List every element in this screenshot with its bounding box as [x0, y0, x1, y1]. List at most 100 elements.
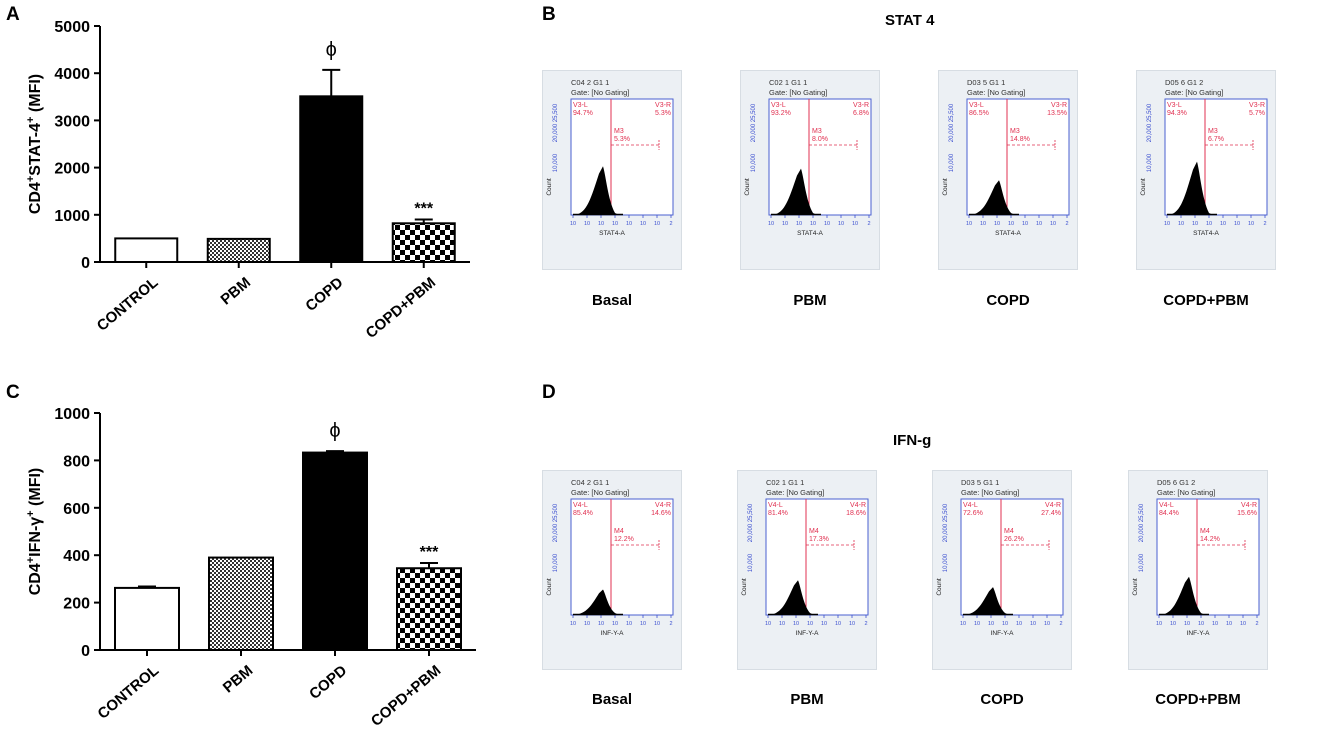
ifn-2-y-count-label: Count [936, 578, 943, 596]
a-y-tick-label: 0 [81, 255, 90, 272]
stat4-1-x-axis-label: STAT4-A [797, 230, 823, 237]
ifn-1-x-tick-label: 10 [765, 621, 771, 627]
stat4-3-marker-right: V3-R [1249, 102, 1265, 109]
stat4-1-x-tick-label: 2 [867, 221, 870, 227]
ifn-3-right-percent: 15.6% [1237, 510, 1257, 517]
stat4-3-plot-frame [1164, 98, 1268, 216]
stat4-3-right-percent: 5.7% [1249, 110, 1265, 117]
stat4-3-x-tick-label: 10 [1234, 221, 1240, 227]
ifn-2-x-tick-label: 2 [1059, 621, 1062, 627]
a-bar [391, 222, 456, 264]
ifn-histogram-copd: D03 5 G1 1 Gate: [No Gating] 20,000 25,500… [932, 470, 1072, 670]
ifn-3-header: D05 6 G1 2 [1157, 478, 1195, 487]
ifn-label-basal: Basal [591, 691, 633, 708]
stat4-3-gate-label: Gate: [No Gating] [1165, 88, 1223, 97]
stat4-2-x-tick-label: 10 [994, 221, 1000, 227]
stat4-histogram-copd: D03 5 G1 1 Gate: [No Gating] 20,000 25,500… [938, 70, 1078, 270]
ifn-2-histogram-peak [965, 587, 1009, 615]
a-bar [206, 237, 271, 263]
stat4-1-histogram-peak [773, 168, 817, 215]
stat4-1-x-tick-label: 10 [782, 221, 788, 227]
stat4-2-x-tick-label: 10 [1022, 221, 1028, 227]
stat4-2-x-tick-label: 10 [1050, 221, 1056, 227]
stat4-0-x-tick-label: 10 [640, 221, 646, 227]
ifn-1-marker-m: M4 [809, 528, 819, 535]
ifn-2-m-percent: 26.2% [1004, 536, 1024, 543]
stat4-0-x-tick-label: 2 [669, 221, 672, 227]
ifn-1-x-tick-label: 10 [835, 621, 841, 627]
a-category-label: COPD+PBM [363, 274, 439, 342]
ifn-1-m-percent: 17.3% [809, 536, 829, 543]
a-y-tick-label: 5000 [54, 19, 90, 36]
stat4-3-marker-left: V3-L [1167, 102, 1182, 109]
ifn-0-m-percent: 12.2% [614, 536, 634, 543]
stat4-2-x-axis-label: STAT4-A [995, 230, 1021, 237]
stat4-0-marker-right: V3-R [655, 102, 671, 109]
a-y-tick-label: 1000 [54, 208, 90, 225]
ifn-2-x-tick-label: 10 [960, 621, 966, 627]
ifn-1-marker-left: V4-L [768, 502, 783, 509]
panel-letter-c: C [6, 382, 20, 403]
c-category-label: COPD [306, 662, 350, 703]
ifn-0-right-percent: 14.6% [651, 510, 671, 517]
ifn-3-x-tick-label: 10 [1170, 621, 1176, 627]
ifn-3-y-scale-mid: 10,000 [1139, 553, 1145, 572]
stat4-1-plot-frame [768, 98, 872, 216]
ifn-2-marker-m: M4 [1004, 528, 1014, 535]
ifn-0-histogram-peak [575, 589, 619, 615]
ifn-2-marker-left: V4-L [963, 502, 978, 509]
ifn-2-x-axis-label: INF-Y-A [991, 630, 1015, 637]
a-y-axis-label: CD4+STAT-4+ (MFI) [25, 74, 44, 214]
stat4-0-x-tick-label: 10 [598, 221, 604, 227]
c-bar [302, 451, 368, 652]
bar-chart-ifn: 0 200 400 600 800 1000 CD4+IFN-γ+ (MFI) CONTROL… [25, 406, 476, 730]
stat4-3-x-tick-label: 10 [1248, 221, 1254, 227]
a-y-tick-label: 4000 [54, 66, 90, 83]
ifn-0-y-scale-top: 20,000 25,500 [553, 503, 559, 542]
stat4-0-x-tick-label: 10 [626, 221, 632, 227]
ifn-1-right-percent: 18.6% [846, 510, 866, 517]
ifn-0-marker-m: M4 [614, 528, 624, 535]
stat4-3-header: D05 6 G1 2 [1165, 78, 1203, 87]
ifn-3-marker-left: V4-L [1159, 502, 1174, 509]
stat4-0-gate-label: Gate: [No Gating] [571, 88, 629, 97]
stat4-3-x-tick-label: 2 [1263, 221, 1266, 227]
c-significance-marker: *** [420, 544, 439, 561]
a-bar [114, 237, 179, 263]
ifn-3-y-count-label: Count [1132, 578, 1139, 596]
ifn-label-copd: COPD [980, 691, 1024, 708]
ifn-3-marker-m: M4 [1200, 528, 1210, 535]
ifn-2-x-tick-label: 10 [1030, 621, 1036, 627]
ifn-3-x-tick-label: 2 [1255, 621, 1258, 627]
ifn-0-header: C04 2 G1 1 [571, 478, 609, 487]
ifn-2-plot-frame [960, 498, 1064, 616]
ifn-1-x-tick-label: 10 [807, 621, 813, 627]
stat4-3-x-tick-label: 10 [1164, 221, 1170, 227]
a-category-label: COPD [302, 274, 346, 315]
stat4-3-marker-m: M3 [1208, 128, 1218, 135]
ifn-3-marker-right: V4-R [1241, 502, 1257, 509]
stat4-3-y-scale-mid: 10,000 [1147, 153, 1153, 172]
stat4-1-y-scale-top: 20,000 25,500 [751, 103, 757, 142]
stat4-0-x-axis-label: STAT4-A [599, 230, 625, 237]
a-y-tick-label: 3000 [54, 113, 90, 130]
stat4-2-x-tick-label: 10 [1008, 221, 1014, 227]
ifn-0-gate-label: Gate: [No Gating] [571, 488, 629, 497]
ifn-histogram-basal: C04 2 G1 1 Gate: [No Gating] 20,000 25,500… [542, 470, 682, 670]
panel-letter-b: B [542, 4, 556, 25]
stat4-2-plot-frame [966, 98, 1070, 216]
stat4-3-x-tick-label: 10 [1192, 221, 1198, 227]
a-y-tick-label: 2000 [54, 161, 90, 178]
ifn-0-x-tick-label: 10 [612, 621, 618, 627]
stat4-2-x-tick-label: 10 [1036, 221, 1042, 227]
ifn-1-x-tick-label: 10 [821, 621, 827, 627]
stat4-0-y-scale-top: 20,000 25,500 [553, 103, 559, 142]
stat4-section-title: STAT 4 [885, 12, 935, 29]
ifn-0-left-percent: 85.4% [573, 510, 593, 517]
stat4-2-histogram-peak [971, 180, 1015, 215]
ifn-0-marker-right: V4-R [655, 502, 671, 509]
stat4-0-marker-m: M3 [614, 128, 624, 135]
stat4-3-m-percent: 6.7% [1208, 136, 1224, 143]
